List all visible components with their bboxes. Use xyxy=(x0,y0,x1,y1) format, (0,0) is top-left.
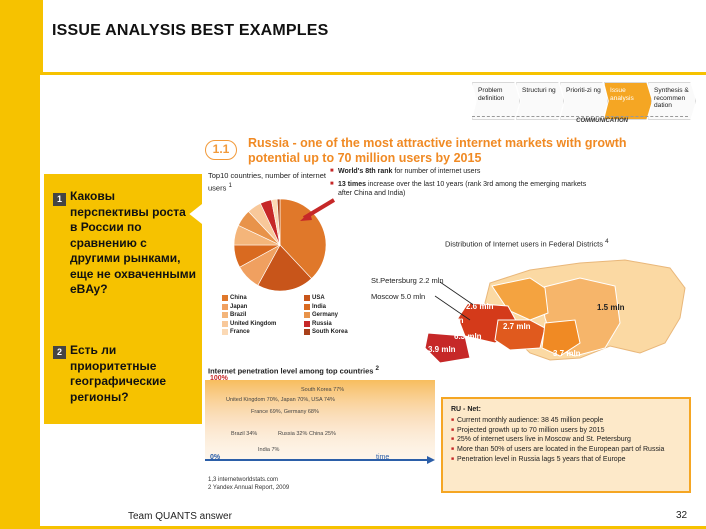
legend-item: Brazil xyxy=(222,312,302,318)
legend-swatch xyxy=(304,312,310,318)
map-title: Distribution of Internet users in Federa… xyxy=(445,238,609,249)
legend-item: France xyxy=(222,329,302,335)
callout-moscow: Moscow 5.0 mln xyxy=(371,292,426,301)
point-france-germany: France 69%, Germany 68% xyxy=(251,409,319,415)
page-number: 32 xyxy=(676,510,688,521)
region-label-northwest: 2.6 mln xyxy=(466,302,494,311)
step-synthesis[interactable]: Synthesis & recommen dation xyxy=(648,82,696,120)
callout-st-petersburg: St.Petersburg 2.2 mln xyxy=(371,276,444,285)
point-south-korea: South Korea 77% xyxy=(301,387,345,393)
sources: 1,3 internetworldstats.com 2 Yandex Annu… xyxy=(208,477,290,491)
step-structuring[interactable]: Structuri ng xyxy=(516,82,564,120)
slide-headline: Russia - one of the most attractive inte… xyxy=(248,136,627,165)
legend-swatch xyxy=(222,295,228,301)
process-steps: Problem definition Structuri ng Prioriti… xyxy=(472,82,696,120)
legend-swatch xyxy=(222,329,228,335)
legend-item: USA xyxy=(304,295,384,301)
legend-swatch xyxy=(222,303,228,310)
footer-text: Team QUANTS answer xyxy=(128,511,232,522)
page-title: ISSUE ANALYSIS BEST EXAMPLES xyxy=(52,22,329,39)
legend-label: Russia xyxy=(312,320,332,327)
region-label-far-east: 1.5 mln xyxy=(597,303,625,312)
penetration-y-bottom: 0% xyxy=(210,454,221,461)
step-prioritizing[interactable]: Prioriti-zi ng xyxy=(560,82,608,120)
legend-label: Brazil xyxy=(230,312,247,318)
ru-net-line: Current monthly audience: 38 45 million … xyxy=(451,416,681,426)
legend-item: United Kingdom xyxy=(222,320,302,327)
question-1-text: Каковы перспективы роста в России по сра… xyxy=(70,189,196,296)
legend-item: Russia xyxy=(304,320,384,327)
penetration-y-top: 100% xyxy=(210,375,228,382)
legend-item: China xyxy=(222,295,302,301)
russia-facts: World's 8th rank for number of internet … xyxy=(330,167,590,202)
pie-slice xyxy=(257,244,312,292)
legend-item: Japan xyxy=(222,303,302,310)
point-russia: Russia 32% xyxy=(278,431,308,437)
questions-panel xyxy=(44,174,202,424)
step-problem-definition[interactable]: Problem definition xyxy=(472,82,520,120)
legend-label: Germany xyxy=(312,312,339,318)
legend-label: France xyxy=(230,329,250,335)
point-brazil: Brazil 34% xyxy=(231,431,258,437)
legend-label: South Korea xyxy=(312,329,348,335)
fact-rank: World's 8th rank for number of internet … xyxy=(330,167,590,177)
ru-net-line: 25% of internet users live in Moscow and… xyxy=(451,435,681,445)
pie-chart xyxy=(233,198,327,292)
point-india: India 7% xyxy=(258,447,280,453)
region-label-siberia: 3.7 mln xyxy=(553,349,581,358)
legend-swatch xyxy=(304,303,310,310)
pie-slice xyxy=(276,198,281,246)
legend-swatch xyxy=(304,295,310,301)
left-accent-strip xyxy=(0,0,40,529)
pie-slice xyxy=(279,198,327,279)
ru-net-line: More than 50% of users are located in th… xyxy=(451,445,681,455)
question-number-1: 1 xyxy=(53,193,66,206)
legend-item: Germany xyxy=(304,312,384,318)
point-china: China 25% xyxy=(309,431,336,437)
ru-net-title: RU - Net: xyxy=(451,406,481,413)
region-label-urals: 2.7 mln xyxy=(503,322,531,331)
penetration-title: Internet penetration level among top cou… xyxy=(208,365,380,376)
fact-growth: 13 times increase over the last 10 years… xyxy=(330,180,590,199)
question-2-text: Есть ли приоритетные географические реги… xyxy=(70,343,167,404)
callout-arrow xyxy=(300,198,336,221)
communication-bar: COMMUNICATION xyxy=(472,116,688,126)
step-issue-analysis[interactable]: Issue analysis xyxy=(604,82,652,120)
penetration-chart xyxy=(205,380,435,464)
penetration-x-label: time xyxy=(376,454,390,461)
bottom-rule xyxy=(40,526,706,529)
question-number-2: 2 xyxy=(53,346,66,359)
point-uk-japan-usa: United Kingdom 70%, Japan 70%, USA 74% xyxy=(226,397,335,403)
pie-title: Top10 countries, number of internet user… xyxy=(208,171,326,193)
legend-label: Japan xyxy=(230,303,248,310)
legend-label: India xyxy=(312,303,327,310)
region-label-volga: 6.3 mln xyxy=(454,332,482,341)
legend-label: USA xyxy=(312,295,325,301)
region-label-central: 6.0 mln xyxy=(436,316,464,325)
ru-net-line: Penetration level in Russia lags 5 years… xyxy=(451,455,681,465)
legend-swatch xyxy=(304,329,310,335)
russia-map xyxy=(424,259,686,364)
section-badge: 1.1 xyxy=(205,140,237,160)
legend-swatch xyxy=(222,312,228,318)
ru-net-line: Projected growth up to 70 million users … xyxy=(451,426,681,436)
legend-swatch xyxy=(304,320,310,327)
legend-item: South Korea xyxy=(304,329,384,335)
legend-item: India xyxy=(304,303,384,310)
header-panel xyxy=(43,0,706,72)
legend-label: China xyxy=(230,295,247,301)
legend-label: United Kingdom xyxy=(230,320,277,327)
region-label-south: 3.9 mln xyxy=(428,345,456,354)
ru-net-box: RU - Net: Current monthly audience: 38 4… xyxy=(441,397,691,493)
title-rule xyxy=(43,72,706,75)
legend-swatch xyxy=(222,320,228,327)
